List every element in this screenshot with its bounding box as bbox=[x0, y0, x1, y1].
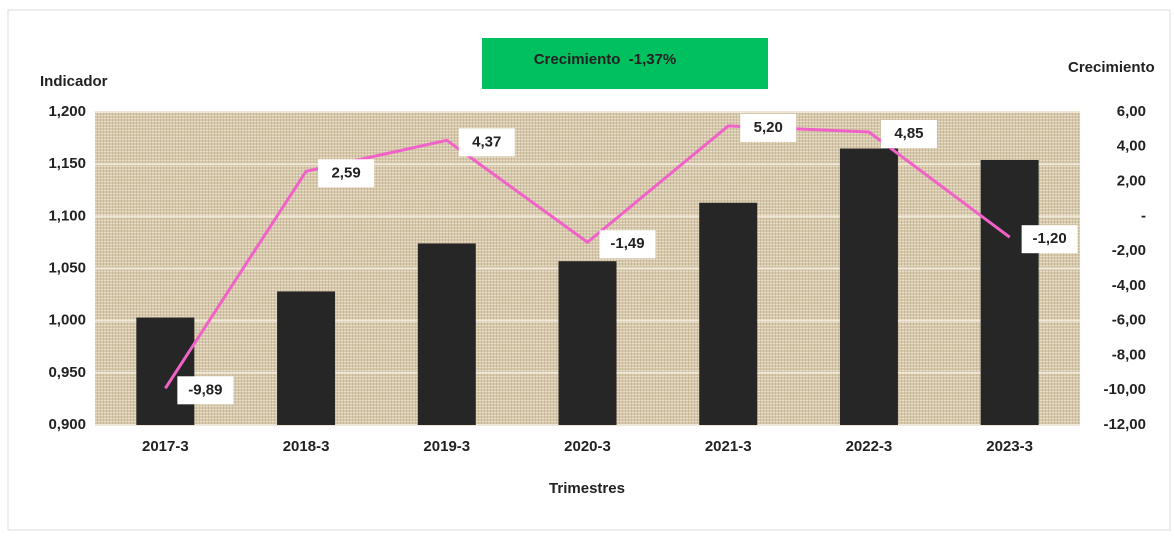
y2-axis-title: Crecimiento bbox=[1068, 59, 1155, 76]
data-label: -9,89 bbox=[188, 381, 222, 398]
y2-tick-label: -10,00 bbox=[1103, 381, 1146, 398]
y2-tick-label: -6,00 bbox=[1112, 312, 1146, 329]
y2-tick-label: -2,00 bbox=[1112, 242, 1146, 259]
y2-tick-label: -12,00 bbox=[1103, 416, 1146, 433]
data-label-box bbox=[458, 128, 515, 157]
y-tick-label: 1,000 bbox=[48, 312, 86, 329]
y2-tick-label: -4,00 bbox=[1112, 277, 1146, 294]
bar bbox=[699, 202, 758, 425]
data-label: 4,85 bbox=[894, 125, 923, 142]
y-axis-title: Indicador bbox=[40, 73, 108, 90]
data-label: 5,20 bbox=[754, 119, 783, 136]
bar bbox=[558, 261, 617, 425]
data-label-box bbox=[740, 113, 797, 142]
data-label: -1,49 bbox=[610, 235, 644, 252]
data-label-box bbox=[880, 119, 937, 148]
y-tick-label: 1,200 bbox=[48, 103, 86, 120]
y-tick-label: 1,100 bbox=[48, 207, 86, 224]
data-label: 4,37 bbox=[472, 133, 501, 150]
x-axis-title: Trimestres bbox=[549, 480, 625, 497]
y-tick-label: 0,950 bbox=[48, 364, 86, 381]
bar bbox=[839, 148, 898, 425]
y2-tick-label: - bbox=[1141, 207, 1146, 224]
data-label: 2,59 bbox=[331, 164, 360, 181]
y2-tick-label: -8,00 bbox=[1112, 346, 1146, 363]
bar bbox=[417, 243, 476, 425]
y2-tick-label: 2,00 bbox=[1117, 173, 1146, 190]
x-tick-label: 2021-3 bbox=[705, 438, 752, 455]
data-label-box bbox=[1021, 225, 1078, 254]
x-tick-label: 2022-3 bbox=[846, 438, 893, 455]
data-label-box bbox=[318, 159, 375, 188]
data-label-box bbox=[177, 376, 234, 405]
x-tick-label: 2020-3 bbox=[564, 438, 611, 455]
bar bbox=[980, 159, 1039, 425]
annotation: Crecimiento -1,37% bbox=[534, 51, 677, 68]
x-tick-label: 2023-3 bbox=[986, 438, 1033, 455]
bar bbox=[277, 291, 336, 425]
data-label: -1,20 bbox=[1033, 230, 1067, 247]
y-tick-label: 1,050 bbox=[48, 259, 86, 276]
data-label-box bbox=[599, 230, 656, 259]
x-tick-label: 2018-3 bbox=[283, 438, 330, 455]
x-tick-label: 2019-3 bbox=[423, 438, 470, 455]
annotation-box bbox=[482, 38, 768, 89]
y-tick-label: 0,900 bbox=[48, 416, 86, 433]
line bbox=[164, 124, 1011, 390]
x-tick-label: 2017-3 bbox=[142, 438, 189, 455]
y2-tick-label: 6,00 bbox=[1117, 103, 1146, 120]
y2-tick-label: 4,00 bbox=[1117, 138, 1146, 155]
y-tick-label: 1,150 bbox=[48, 155, 86, 172]
bar bbox=[136, 317, 195, 425]
